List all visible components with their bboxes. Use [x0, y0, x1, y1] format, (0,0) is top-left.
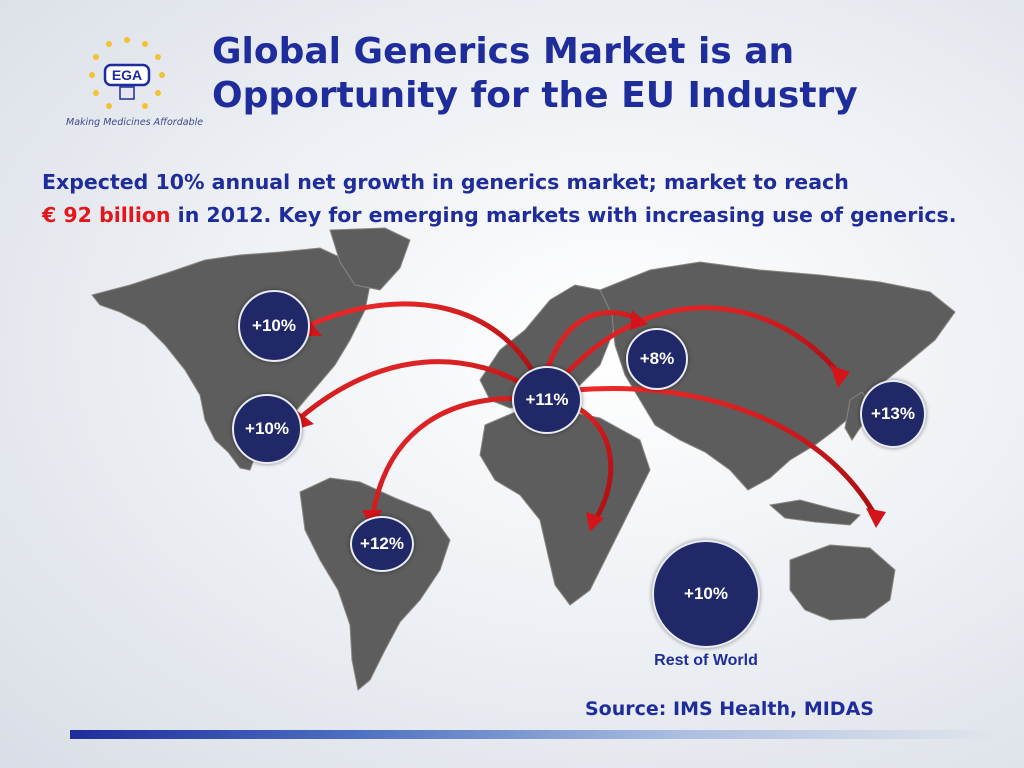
logo-star: [155, 54, 161, 60]
bubble-latin-america: +12%: [350, 516, 414, 572]
logo-star: [93, 54, 99, 60]
logo-tagline: Making Medicines Affordable: [66, 117, 204, 128]
logo-star: [159, 72, 165, 78]
bottom-bar: [70, 730, 1000, 739]
arrow-to-japan: [557, 305, 843, 383]
subtitle: Expected 10% annual net growth in generi…: [42, 166, 992, 232]
logo-star: [124, 37, 130, 43]
rest-of-world-label: Rest of World: [654, 652, 758, 669]
arrow-to-canada: [307, 301, 543, 388]
logo-star: [106, 103, 112, 109]
asia-landmass: [599, 261, 956, 491]
arrow-to-usa: [297, 359, 543, 421]
arrow-to-latin-america: [369, 396, 543, 523]
bubble-canada: +10%: [238, 290, 310, 362]
arrowhead-russia: [630, 310, 648, 330]
source-citation: Source: IMS Health, MIDAS: [585, 698, 874, 720]
subtitle-part1: Expected 10% annual net growth in generi…: [42, 170, 849, 194]
subtitle-highlight: € 92 billion: [42, 203, 171, 227]
logo-star: [89, 72, 95, 78]
bubble-rest-of-world: +10%: [652, 540, 760, 648]
arrow-to-russia: [542, 310, 643, 381]
page-title: Global Generics Market is an Opportunity…: [212, 31, 858, 116]
subtitle-part2: in 2012. Key for emerging markets with i…: [177, 203, 957, 227]
bubble-europe: +11%: [512, 366, 582, 434]
greenland-landmass: [329, 227, 411, 291]
indonesia-landmass: [768, 499, 861, 526]
arrowhead-oceania: [866, 508, 886, 528]
arrowhead-japan: [830, 365, 850, 388]
bubble-russia: +8%: [626, 328, 688, 390]
south-america-landmass: [299, 477, 451, 691]
north-america-landmass: [91, 247, 371, 471]
logo-star: [155, 90, 161, 96]
arrow-to-oceania: [572, 386, 878, 518]
africa-landmass: [479, 409, 651, 606]
arrowhead-africa: [586, 512, 604, 532]
logo-star: [142, 41, 148, 47]
logo-star: [93, 90, 99, 96]
ega-logo: EGA: [89, 37, 165, 109]
bubble-japan: +13%: [860, 380, 926, 448]
logo-text: EGA: [112, 67, 142, 83]
logo-star: [106, 41, 112, 47]
logo-star: [142, 103, 148, 109]
bubble-usa: +10%: [232, 394, 302, 464]
australia-landmass: [789, 544, 896, 621]
